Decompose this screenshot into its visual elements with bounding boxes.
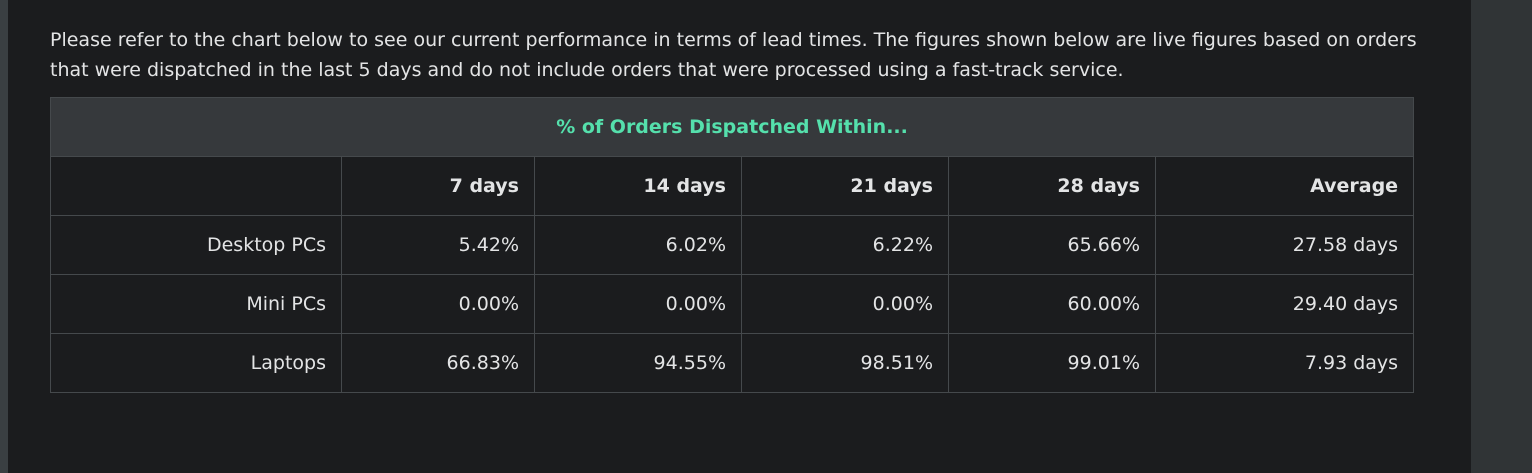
header-blank-cell [50, 156, 342, 216]
value-28-days: 99.01% [948, 333, 1156, 393]
value-7-days: 0.00% [341, 274, 535, 334]
row-label: Laptops [50, 333, 342, 393]
table-row: Laptops 66.83% 94.55% 98.51% 99.01% 7.93… [50, 333, 1415, 393]
table-row: Mini PCs 0.00% 0.00% 0.00% 60.00% 29.40 … [50, 274, 1415, 334]
header-21-days: 21 days [741, 156, 949, 216]
value-7-days: 66.83% [341, 333, 535, 393]
table-caption-row: % of Orders Dispatched Within... [49, 97, 1415, 157]
right-sidebar-strip [1471, 0, 1532, 473]
value-average: 7.93 days [1154, 333, 1415, 393]
value-7-days: 5.42% [341, 215, 535, 275]
header-average: Average [1154, 156, 1415, 216]
left-edge-strip [0, 0, 8, 473]
header-14-days: 14 days [534, 156, 742, 216]
lead-times-table: % of Orders Dispatched Within... 7 days … [49, 97, 1415, 393]
row-label: Desktop PCs [50, 215, 342, 275]
value-14-days: 0.00% [534, 274, 742, 334]
row-label: Mini PCs [50, 274, 342, 334]
value-21-days: 6.22% [741, 215, 949, 275]
value-average: 29.40 days [1154, 274, 1415, 334]
value-28-days: 65.66% [948, 215, 1156, 275]
value-21-days: 0.00% [741, 274, 949, 334]
value-14-days: 6.02% [534, 215, 742, 275]
intro-paragraph: Please refer to the chart below to see o… [50, 29, 1417, 81]
header-7-days: 7 days [341, 156, 535, 216]
value-21-days: 98.51% [741, 333, 949, 393]
table-caption: % of Orders Dispatched Within... [49, 97, 1415, 157]
table-header-row: 7 days 14 days 21 days 28 days Average [50, 156, 1415, 216]
value-average: 27.58 days [1154, 215, 1415, 275]
value-28-days: 60.00% [948, 274, 1156, 334]
value-14-days: 94.55% [534, 333, 742, 393]
table-row: Desktop PCs 5.42% 6.02% 6.22% 65.66% 27.… [50, 215, 1415, 275]
header-28-days: 28 days [948, 156, 1156, 216]
